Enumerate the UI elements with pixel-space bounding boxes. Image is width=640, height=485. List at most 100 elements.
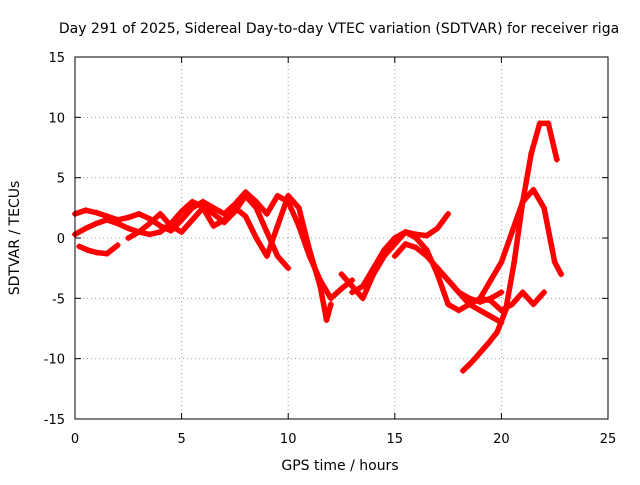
data-point: [82, 207, 89, 214]
data-point: [509, 301, 516, 308]
data-point: [210, 204, 217, 211]
data-point: [402, 241, 409, 248]
data-point: [558, 271, 565, 278]
data-point: [274, 253, 281, 260]
data-point: [210, 210, 217, 217]
data-point: [146, 231, 153, 238]
data-point: [402, 228, 409, 235]
data-point: [498, 289, 505, 296]
data-point: [494, 329, 501, 336]
data-point: [487, 295, 494, 302]
data-point: [487, 277, 494, 284]
data-point: [125, 235, 132, 241]
data-point: [466, 295, 473, 302]
data-point: [327, 301, 334, 308]
data-point: [338, 271, 345, 278]
data-points: [72, 120, 565, 374]
data-point: [189, 216, 196, 223]
axis-ticks: 0 5 10 15 20 25 -15 -10 -5 0 5 10 15: [44, 51, 617, 447]
data-point: [370, 265, 377, 272]
data-point: [445, 277, 452, 284]
data-point: [93, 209, 100, 216]
x-tick-label: 25: [600, 432, 617, 447]
data-point: [263, 210, 270, 217]
y-tick-label: 0: [57, 232, 65, 247]
data-point: [391, 253, 398, 260]
data-point: [242, 213, 249, 220]
data-point: [413, 235, 420, 241]
data-point: [477, 295, 484, 302]
data-point: [76, 243, 83, 250]
data-point: [541, 289, 548, 296]
data-point: [460, 367, 467, 374]
data-point: [178, 216, 185, 223]
data-point: [84, 247, 91, 254]
data-point: [434, 265, 441, 272]
data-point: [242, 192, 249, 199]
data-point: [157, 210, 164, 217]
chart-title: Day 291 of 2025, Sidereal Day-to-day VTE…: [59, 21, 619, 37]
data-point: [263, 228, 270, 235]
data-point: [530, 186, 537, 193]
data-point: [536, 120, 543, 127]
data-point: [455, 307, 462, 314]
data-series: [477, 186, 565, 302]
data-point: [477, 307, 484, 314]
data-point: [285, 265, 292, 272]
data-point: [285, 192, 292, 199]
y-tick-label: -10: [44, 353, 65, 368]
x-tick-label: 5: [177, 432, 185, 447]
data-series: [76, 242, 121, 257]
data-point: [135, 228, 142, 235]
series-trace: [477, 186, 564, 302]
data-point: [82, 225, 89, 232]
data-series: [460, 120, 560, 374]
data-point: [349, 283, 356, 290]
data-point: [178, 228, 185, 235]
data-point: [530, 301, 537, 308]
data-point: [528, 150, 535, 157]
y-tick-label: 15: [48, 51, 65, 66]
x-tick-label: 0: [71, 432, 79, 447]
data-point: [519, 198, 526, 205]
data-point: [189, 204, 196, 211]
data-point: [93, 249, 100, 256]
data-point: [511, 259, 518, 266]
data-point: [189, 198, 196, 205]
data-point: [487, 313, 494, 320]
data-point: [466, 301, 473, 308]
data-point: [167, 222, 174, 229]
x-tick-label: 10: [280, 432, 297, 447]
data-point: [545, 120, 552, 127]
data-point: [317, 283, 324, 290]
series-trace: [460, 120, 560, 374]
data-point: [210, 222, 217, 229]
data-point: [359, 295, 366, 302]
data-point: [338, 285, 345, 292]
data-point: [103, 250, 110, 257]
data-point: [103, 216, 110, 223]
y-tick-label: 10: [48, 111, 65, 126]
grid-lines: [75, 57, 608, 419]
data-point: [327, 295, 334, 302]
data-point: [323, 317, 330, 324]
y-tick-label: 5: [57, 172, 65, 187]
data-point: [445, 210, 452, 217]
data-point: [349, 289, 356, 296]
x-tick-label: 15: [387, 432, 404, 447]
data-point: [295, 204, 302, 211]
data-point: [413, 244, 420, 251]
x-tick-label: 20: [493, 432, 510, 447]
data-point: [274, 192, 281, 199]
data-point: [381, 247, 388, 254]
data-point: [253, 204, 260, 211]
data-point: [135, 210, 142, 217]
data-point: [146, 220, 153, 227]
data-point: [445, 301, 452, 308]
data-point: [468, 359, 475, 366]
plot-frame: [74, 56, 609, 420]
data-point: [253, 235, 260, 241]
data-point: [502, 307, 509, 314]
data-point: [306, 247, 313, 254]
